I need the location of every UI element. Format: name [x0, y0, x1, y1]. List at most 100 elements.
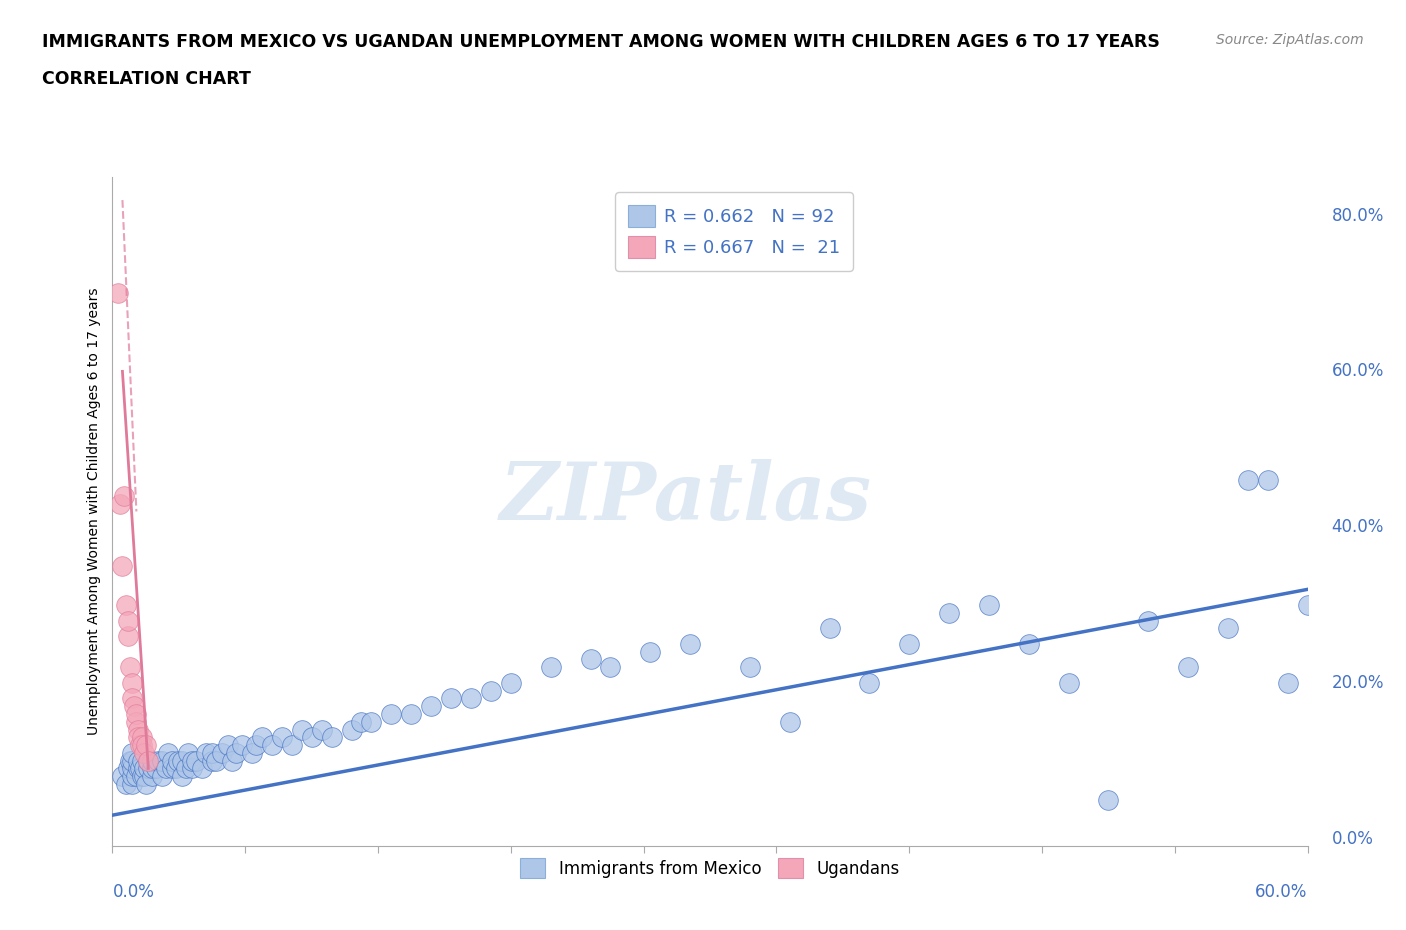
Point [165, 761, 187, 776]
Text: IMMIGRANTS FROM MEXICO VS UGANDAN UNEMPLOYMENT AMONG WOMEN WITH CHILDREN AGES 6 : IMMIGRANTS FROM MEXICO VS UGANDAN UNEMPL… [42, 33, 1160, 50]
Point [172, 769, 194, 784]
Point [898, 636, 921, 651]
Point [1257, 473, 1279, 488]
Text: Source: ZipAtlas.com: Source: ZipAtlas.com [1216, 33, 1364, 46]
Point [138, 761, 160, 776]
Point [135, 777, 157, 791]
Point [117, 629, 139, 644]
Point [174, 761, 197, 776]
Point [211, 746, 233, 761]
Point [1237, 473, 1260, 488]
Point [201, 746, 224, 761]
Point [1277, 675, 1299, 690]
Point [195, 746, 218, 761]
Point [938, 605, 960, 620]
Point [311, 722, 333, 737]
Point [121, 769, 143, 784]
Point [115, 597, 138, 612]
Point [145, 761, 167, 776]
Point [499, 675, 522, 690]
Point [977, 597, 1000, 612]
Point [148, 753, 170, 768]
Point [111, 769, 134, 784]
Legend: Immigrants from Mexico, Ugandans: Immigrants from Mexico, Ugandans [508, 844, 912, 892]
Point [540, 659, 562, 674]
Text: 0.0%: 0.0% [1331, 830, 1374, 847]
Point [281, 737, 304, 752]
Text: 0.0%: 0.0% [112, 884, 155, 901]
Point [181, 761, 204, 776]
Point [738, 659, 761, 674]
Point [114, 488, 135, 503]
Point [679, 636, 702, 651]
Point [131, 730, 153, 745]
Point [250, 730, 273, 745]
Point [177, 746, 200, 761]
Point [1296, 597, 1319, 612]
Point [291, 722, 314, 737]
Point [401, 707, 423, 722]
Point [172, 753, 194, 768]
Point [115, 777, 138, 791]
Point [141, 761, 163, 776]
Point [134, 761, 156, 776]
Point [1057, 675, 1080, 690]
Point [117, 761, 139, 776]
Point [231, 737, 253, 752]
Text: 60.0%: 60.0% [1256, 884, 1308, 901]
Point [129, 761, 152, 776]
Point [350, 714, 373, 729]
Point [599, 659, 621, 674]
Point [162, 753, 183, 768]
Point [131, 753, 153, 768]
Point [125, 769, 148, 784]
Point [479, 684, 502, 698]
Point [127, 761, 149, 776]
Point [157, 746, 180, 761]
Point [1137, 613, 1160, 628]
Text: 60.0%: 60.0% [1331, 363, 1384, 380]
Point [125, 707, 148, 722]
Point [579, 652, 602, 667]
Point [138, 753, 160, 768]
Point [117, 613, 139, 628]
Point [134, 769, 156, 784]
Point [818, 621, 841, 636]
Point [858, 675, 880, 690]
Point [1018, 636, 1040, 651]
Point [135, 737, 157, 752]
Point [245, 737, 267, 752]
Text: 20.0%: 20.0% [1331, 674, 1384, 692]
Point [167, 753, 190, 768]
Point [121, 746, 143, 761]
Point [270, 730, 292, 745]
Point [260, 737, 283, 752]
Point [221, 753, 243, 768]
Text: 80.0%: 80.0% [1331, 206, 1384, 225]
Point [1097, 792, 1119, 807]
Point [460, 691, 482, 706]
Point [181, 753, 204, 768]
Y-axis label: Unemployment Among Women with Children Ages 6 to 17 years: Unemployment Among Women with Children A… [87, 287, 101, 736]
Point [321, 730, 343, 745]
Point [360, 714, 382, 729]
Point [138, 753, 160, 768]
Point [131, 737, 153, 752]
Point [120, 753, 142, 768]
Point [1216, 621, 1239, 636]
Point [121, 691, 143, 706]
Point [150, 753, 173, 768]
Point [779, 714, 801, 729]
Point [638, 644, 662, 659]
Point [121, 675, 143, 690]
Point [127, 722, 149, 737]
Point [107, 286, 129, 301]
Point [120, 659, 142, 674]
Point [201, 753, 224, 768]
Point [111, 559, 134, 574]
Point [131, 769, 153, 784]
Point [205, 753, 228, 768]
Point [217, 737, 239, 752]
Point [129, 737, 152, 752]
Point [134, 746, 156, 761]
